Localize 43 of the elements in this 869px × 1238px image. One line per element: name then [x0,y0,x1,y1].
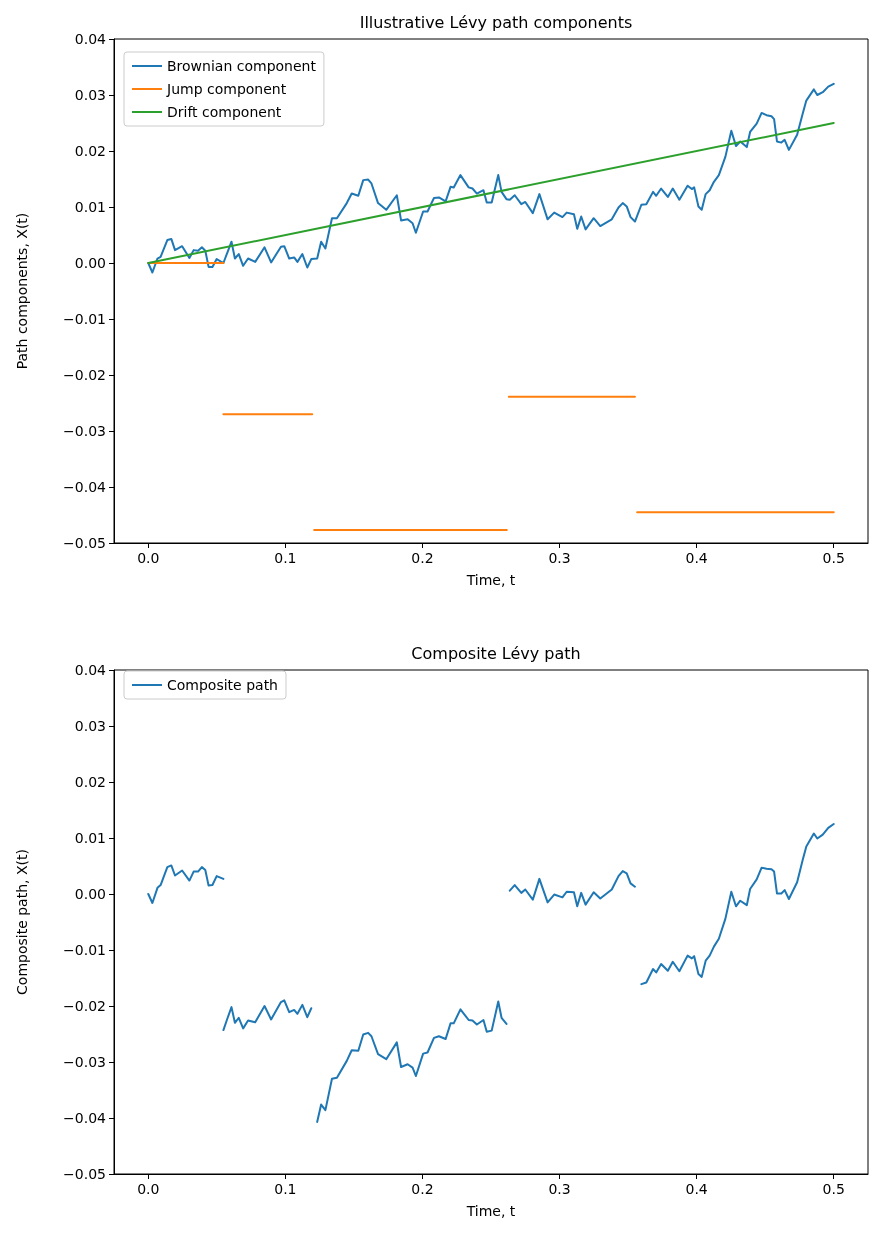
x-tick-label: 0.3 [548,1181,571,1197]
x-tick-label: 0.4 [685,1181,708,1197]
legend-label: Brownian component [167,58,317,74]
y-tick-label: −0.02 [63,367,106,383]
y-tick-label: 0.03 [74,87,106,103]
x-axis-title: Time, t [465,572,516,588]
x-tick-label: 0.0 [137,550,160,566]
line-series [147,82,835,274]
y-axis-title: Composite path, X(t) [14,849,30,995]
x-tick-label: 0.1 [274,1181,297,1197]
y-tick-label: 0.02 [74,143,106,159]
x-tick-label: 0.5 [822,1181,845,1197]
x-tick-label: 0.0 [137,1181,160,1197]
legend-label: Composite path [167,677,278,693]
x-tick-label: 0.3 [548,550,571,566]
legend-label: Jump component [166,81,287,97]
x-tick-label: 0.2 [411,1181,434,1197]
y-tick-label: 0.03 [74,718,106,734]
y-tick-label: 0.01 [74,830,106,846]
y-tick-label: 0.04 [74,31,107,47]
y-tick-label: 0.00 [74,886,106,902]
y-tick-label: 0.01 [74,199,106,215]
y-tick-label: −0.04 [63,479,107,495]
y-tick-label: −0.03 [63,1054,106,1070]
y-tick-label: 0.02 [74,774,106,790]
y-tick-label: −0.01 [63,942,106,958]
y-tick-label: 0.00 [74,255,106,271]
chart-title: Composite Lévy path [411,643,581,663]
y-axis-title: Path components, X(t) [14,212,30,370]
x-tick-label: 0.1 [274,550,297,566]
y-tick-label: −0.05 [63,535,106,551]
y-tick-label: −0.05 [63,1166,106,1182]
y-tick-label: 0.04 [74,662,107,678]
x-tick-label: 0.5 [822,550,845,566]
y-tick-label: −0.04 [63,1110,107,1126]
x-tick-label: 0.4 [685,550,708,566]
chart-title: Illustrative Lévy path components [359,12,633,32]
y-tick-label: −0.02 [63,998,106,1014]
legend-label: Drift component [167,104,282,120]
y-tick-label: −0.03 [63,423,106,439]
y-tick-label: −0.01 [63,311,106,327]
x-tick-label: 0.2 [411,550,434,566]
x-axis-title: Time, t [465,1203,516,1219]
